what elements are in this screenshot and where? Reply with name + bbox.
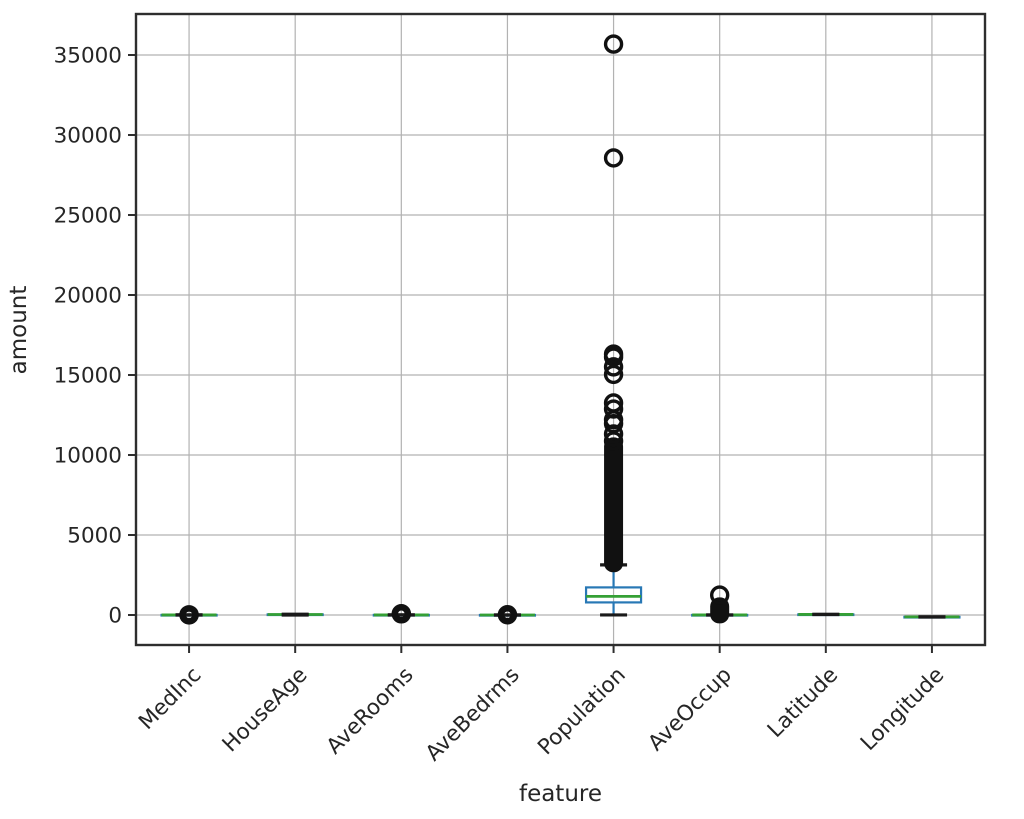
x-tick-label-AveOccup: AveOccup: [643, 663, 737, 757]
x-tick-label-Latitude: Latitude: [763, 663, 843, 743]
outlier-cluster-AveBedrms: [497, 604, 518, 625]
outlier-AveOccup: [709, 585, 730, 605]
outlier-Population: [603, 148, 624, 168]
outlier-Population: [603, 34, 624, 54]
outlier-Population: [603, 357, 624, 377]
y-tick-label-25000: 25000: [54, 203, 122, 228]
x-tick-label-Longitude: Longitude: [856, 663, 949, 756]
outlier-cluster-AveRooms: [391, 604, 412, 624]
x-tick-label-HouseAge: HouseAge: [218, 663, 313, 758]
y-tick-label-5000: 5000: [67, 523, 122, 548]
y-tick-label-0: 0: [108, 603, 122, 628]
x-tick-label-Population: Population: [533, 663, 631, 761]
y-axis-title: amount: [6, 285, 32, 375]
y-tick-label-15000: 15000: [54, 363, 122, 388]
outlier-Population: [603, 424, 624, 444]
y-tick-label-35000: 35000: [54, 43, 122, 68]
x-tick-label-AveBedrms: AveBedrms: [421, 663, 525, 767]
x-axis-title: feature: [518, 781, 603, 807]
outlier-column-AveOccup: [710, 597, 730, 624]
y-tick-label-10000: 10000: [54, 443, 122, 468]
plot-border: [134, 12, 987, 647]
outlier-Population: [603, 431, 624, 451]
outlier-column-Population: [604, 437, 624, 573]
outlier-Population: [603, 364, 624, 385]
x-tick-label-MedInc: MedInc: [134, 663, 206, 735]
box-Population: [584, 586, 643, 604]
x-tick-label-AveRooms: AveRooms: [322, 663, 419, 760]
y-tick-label-30000: 30000: [54, 123, 122, 148]
outlier-cluster-MedInc: [179, 605, 199, 625]
y-tick-label-20000: 20000: [54, 283, 122, 308]
